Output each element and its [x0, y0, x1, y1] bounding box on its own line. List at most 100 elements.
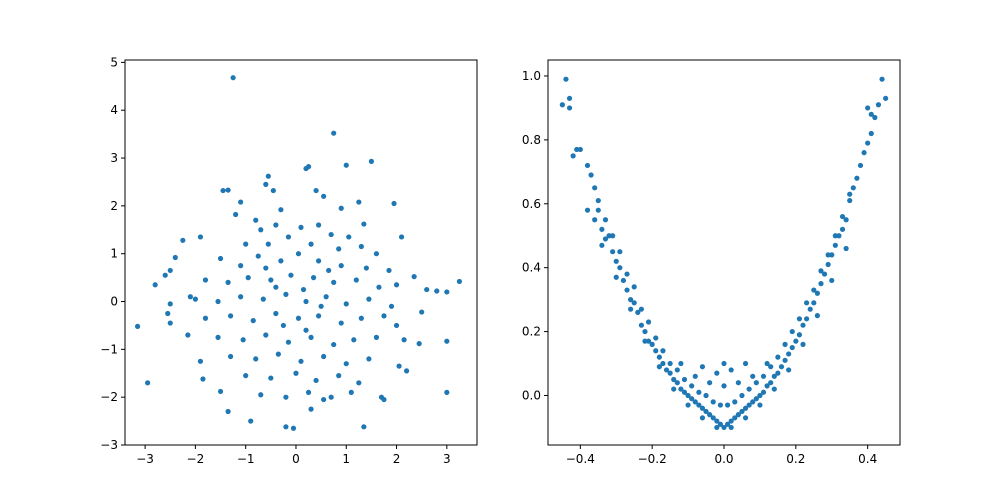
scatter-point	[617, 265, 623, 271]
scatter-point	[768, 380, 774, 386]
scatter-point	[338, 263, 344, 269]
scatter-point	[703, 392, 709, 399]
scatter-point	[624, 271, 630, 277]
scatter-point	[366, 296, 372, 302]
scatter-point	[381, 313, 387, 319]
scatter-point	[401, 337, 407, 343]
scatter-point	[728, 367, 734, 373]
scatter-point	[358, 315, 364, 321]
scatter-point	[356, 199, 362, 205]
scatter-point	[829, 252, 835, 258]
scatter-point	[411, 274, 417, 280]
scatter-point	[786, 351, 792, 357]
scatter-point	[233, 211, 239, 218]
scatter-point	[883, 95, 889, 101]
scatter-point	[225, 279, 231, 285]
scatter-point	[599, 226, 605, 232]
scatter-point	[782, 357, 788, 363]
scatter-point	[667, 370, 673, 376]
scatter-point	[714, 424, 720, 431]
scatter-point	[361, 424, 367, 430]
scatter-point	[721, 360, 727, 367]
scatter-point	[336, 373, 342, 379]
scatter-point	[624, 287, 630, 293]
x-tick-label: 0.4	[858, 452, 877, 466]
scatter-point	[699, 364, 706, 370]
scatter-point	[742, 405, 749, 411]
scatter-point	[331, 130, 337, 136]
scatter-point	[303, 327, 309, 333]
scatter-point	[300, 286, 307, 293]
x-tick-label: −2	[187, 452, 205, 466]
axes-frame	[124, 59, 478, 446]
scatter-point	[839, 213, 846, 220]
scatter-point	[681, 389, 688, 395]
scatter-point	[789, 344, 795, 351]
scatter-point	[253, 217, 259, 223]
scatter-point	[283, 394, 289, 400]
scatter-point	[393, 282, 400, 288]
scatter-point	[796, 316, 803, 322]
scatter-point	[861, 150, 867, 156]
scatter-point	[381, 396, 387, 403]
scatter-point	[328, 231, 334, 238]
scatter-point	[280, 322, 286, 329]
scatter-point	[268, 277, 274, 283]
scatter-point	[714, 418, 720, 424]
scatter-point	[671, 376, 677, 383]
scatter-point	[358, 243, 364, 250]
scatter-point	[843, 245, 849, 252]
scatter-point	[825, 252, 831, 258]
scatter-point	[602, 217, 609, 223]
scatter-point	[343, 162, 349, 168]
scatter-point	[187, 294, 193, 300]
scatter-point	[326, 267, 332, 274]
scatter-point	[167, 301, 173, 307]
scatter-point	[739, 408, 745, 415]
scatter-point	[202, 315, 209, 321]
scatter-point	[361, 221, 367, 227]
scatter-point	[739, 392, 745, 399]
scatter-point	[197, 234, 204, 240]
scatter-point	[298, 224, 304, 230]
scatter-point	[584, 207, 591, 213]
scatter-point	[653, 335, 659, 341]
scatter-point	[258, 227, 264, 233]
scatter-point	[574, 146, 580, 153]
scatter-point	[338, 205, 344, 211]
scatter-point	[268, 375, 274, 381]
scatter-point	[710, 399, 716, 405]
scatter-point	[444, 289, 450, 295]
scatter-point	[638, 306, 644, 312]
scatter-point	[804, 316, 810, 322]
scatter-point	[811, 287, 817, 293]
scatter-point	[444, 338, 450, 344]
scatter-point	[348, 389, 354, 395]
scatter-point	[248, 418, 254, 424]
scatter-point	[258, 392, 264, 398]
x-tick-label: 0	[292, 452, 300, 466]
scatter-point	[243, 241, 249, 247]
scatter-point	[228, 313, 234, 319]
scatter-point	[577, 146, 583, 153]
scatter-point	[696, 389, 702, 395]
scatter-point	[674, 380, 680, 386]
scatter-point	[760, 373, 767, 379]
scatter-point	[308, 334, 314, 340]
scatter-point	[303, 165, 309, 172]
scatter-point	[721, 424, 727, 431]
scatter-point	[789, 328, 795, 335]
scatter-point	[685, 392, 691, 399]
scatter-point	[750, 373, 756, 379]
scatter-point	[263, 332, 269, 338]
y-tick-label: 0.8	[522, 133, 541, 147]
scatter-point	[595, 197, 601, 204]
scatter-point	[775, 354, 781, 360]
scatter-point	[288, 272, 294, 278]
scatter-point	[351, 337, 357, 343]
scatter-point	[660, 348, 666, 354]
scatter-point	[318, 303, 324, 309]
x-tick-label: −0.4	[566, 452, 595, 466]
scatter-point	[768, 364, 774, 370]
scatter-point	[230, 75, 236, 81]
